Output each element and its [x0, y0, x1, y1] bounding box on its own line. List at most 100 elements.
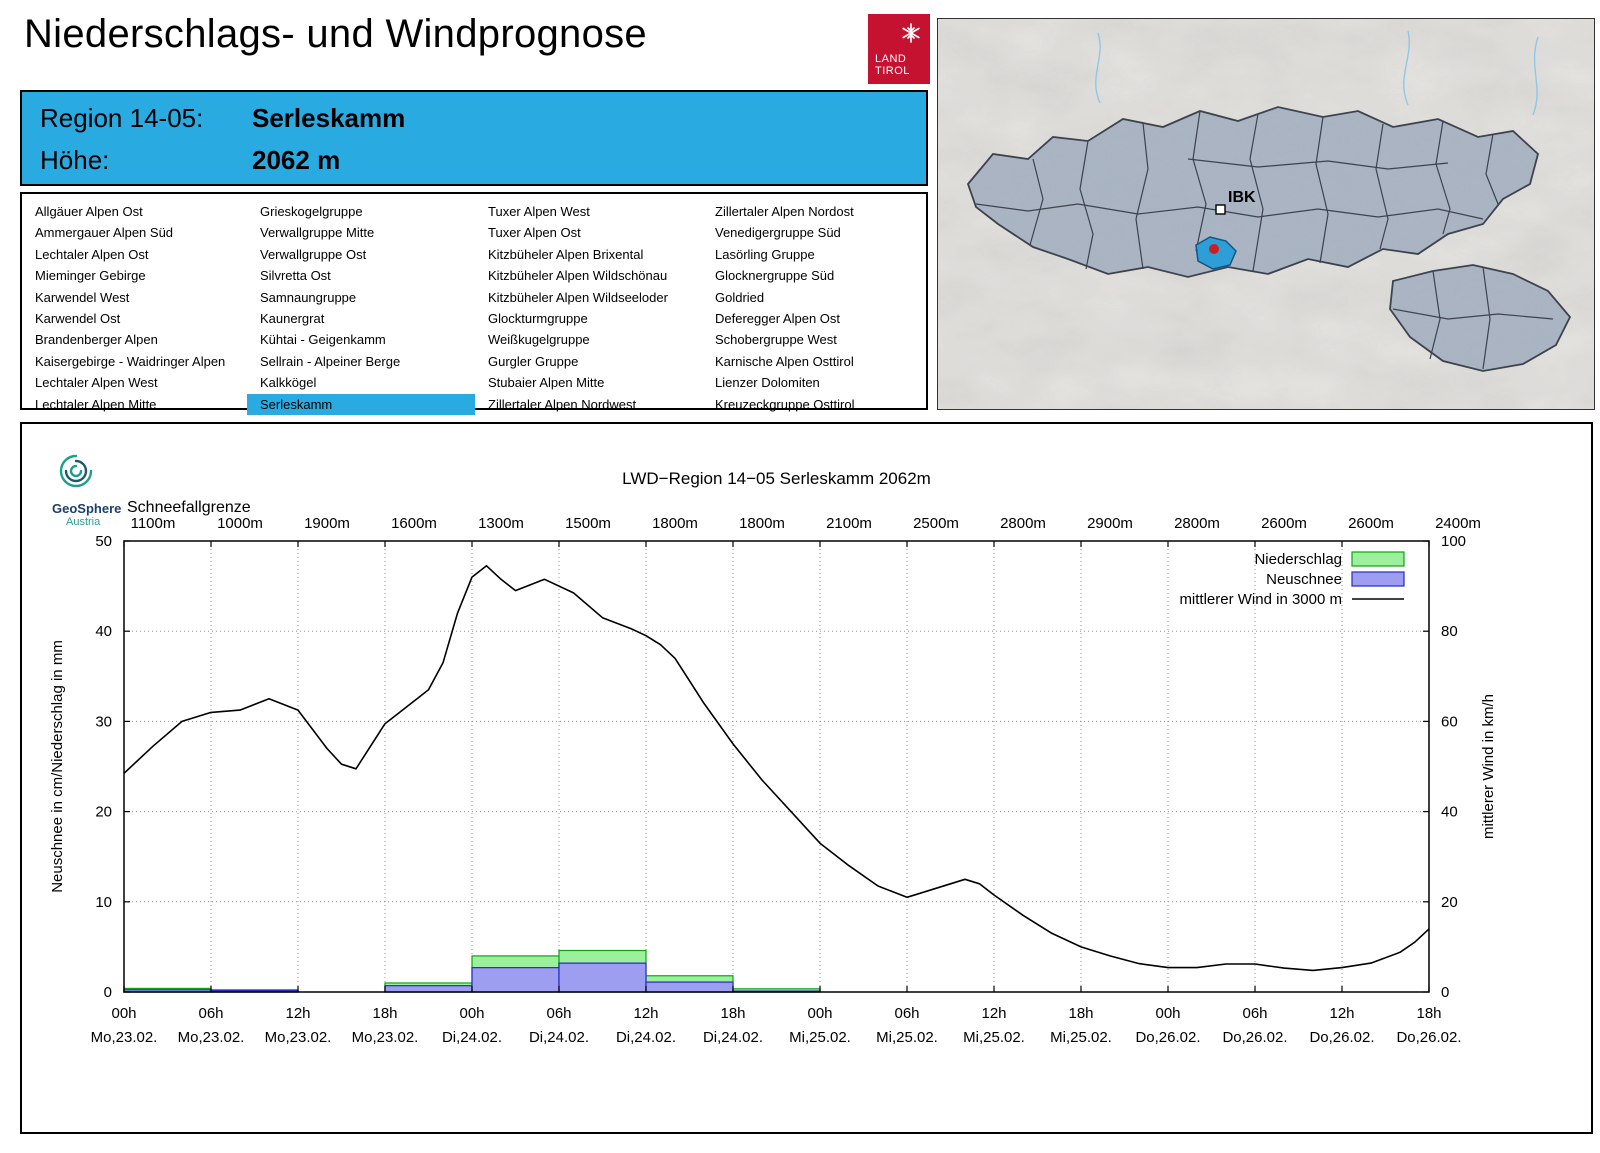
region-list-item[interactable]: Ammergauer Alpen Süd — [35, 225, 174, 241]
region-list-item[interactable]: Zillertaler Alpen Nordwest — [488, 396, 637, 412]
region-list-item[interactable]: Mieminger Gebirge — [35, 268, 146, 284]
region-list-item[interactable]: Goldried — [715, 289, 765, 305]
x-hour-label: 12h — [285, 1005, 310, 1022]
land-tirol-logo: LAND TIROL — [868, 14, 930, 84]
region-list-item[interactable]: Kitzbüheler Alpen Wildseeloder — [488, 289, 668, 305]
legend-swatch — [1351, 571, 1405, 587]
legend-swatch — [1351, 551, 1405, 567]
region-list-item[interactable]: Karnische Alpen Osttirol — [715, 353, 854, 369]
x-date-label: Do,26.02. — [1396, 1029, 1461, 1046]
chart-panel: LWD−Region 14−05 Serleskamm 2062m Schneef… — [20, 422, 1593, 1134]
x-date-label: Di,24.02. — [703, 1029, 763, 1046]
region-list-item[interactable]: Karwendel West — [35, 289, 130, 305]
region-list-item[interactable]: Sellrain - Alpeiner Berge — [260, 353, 401, 369]
x-hour-label: 06h — [198, 1005, 223, 1022]
region-list-item[interactable]: Kitzbüheler Alpen Wildschönau — [488, 268, 668, 284]
x-hour-label: 00h — [111, 1005, 136, 1022]
x-hour-label: 06h — [1242, 1005, 1267, 1022]
region-list-item[interactable]: Kitzbüheler Alpen Brixental — [488, 246, 644, 262]
x-date-label: Do,26.02. — [1222, 1029, 1287, 1046]
tirol-map[interactable]: IBK — [938, 19, 1594, 409]
region-list-column: Tuxer Alpen West Tuxer Alpen Ost Kitzbühel… — [475, 201, 702, 415]
snowline-value: 2100m — [826, 515, 872, 532]
x-date-label: Mi,25.02. — [876, 1029, 938, 1046]
geosphere-icon — [59, 454, 93, 488]
x-date-label: Do,26.02. — [1135, 1029, 1200, 1046]
right-axis-tick-label: 0 — [1441, 984, 1449, 1001]
region-list-item[interactable]: Kaunergrat — [260, 310, 325, 326]
right-axis-tick-label: 80 — [1441, 623, 1458, 640]
region-list-item[interactable]: Allgäuer Alpen Ost — [35, 204, 143, 219]
region-info-box: Region 14-05: Serleskamm Höhe: 2062 m — [20, 90, 928, 186]
x-date-label: Mo,23.02. — [91, 1029, 158, 1046]
region-list-item[interactable]: Verwallgruppe Ost — [260, 246, 367, 262]
snowline-value: 1100m — [131, 515, 176, 532]
region-list-item[interactable]: Kreuzeckgruppe Osttirol — [715, 396, 855, 412]
region-list-item[interactable]: Schobergruppe West — [715, 332, 837, 348]
x-date-label: Do,26.02. — [1309, 1029, 1374, 1046]
region-list-item[interactable]: Samnaungruppe — [260, 289, 357, 305]
region-list-item[interactable]: Serleskamm — [247, 393, 475, 415]
legend-label: Niederschlag — [1254, 551, 1342, 568]
snowline-value: 1500m — [565, 515, 611, 532]
wind-line — [123, 565, 1430, 972]
region-list-item[interactable]: Silvretta Ost — [260, 268, 331, 284]
x-hour-label: 00h — [807, 1005, 832, 1022]
geosphere-name: GeoSphere — [52, 501, 122, 516]
region-list-item[interactable]: Brandenberger Alpen — [35, 332, 158, 348]
region-list-item[interactable]: Lechtaler Alpen Mitte — [35, 396, 157, 412]
snowline-value: 2500m — [913, 515, 959, 532]
snowline-value: 1800m — [739, 515, 785, 532]
geosphere-logo: GeoSphere Austria — [52, 448, 162, 528]
x-date-label: Mi,25.02. — [1050, 1029, 1112, 1046]
snowline-value: 2400m — [1435, 515, 1481, 532]
snowline-value: 2600m — [1261, 515, 1307, 532]
region-list-item[interactable]: Lechtaler Alpen West — [35, 375, 158, 391]
ibk-marker — [1215, 204, 1226, 215]
snowline-value: 1000m — [217, 515, 263, 532]
page-title: Niederschlags- und Windprognose — [24, 12, 647, 56]
region-list-item[interactable]: Kalkkögel — [260, 375, 317, 391]
left-axis-title: Neuschnee in cm/Niederschlag in mm — [49, 640, 66, 893]
region-list-item[interactable]: Glockturmgruppe — [488, 310, 588, 326]
right-axis-tick-label: 100 — [1441, 533, 1466, 550]
region-list-item[interactable]: Verwallgruppe Mitte — [260, 225, 375, 241]
x-hour-label: 00h — [1155, 1005, 1180, 1022]
left-axis-tick-label: 0 — [104, 984, 112, 1001]
region-list-item[interactable]: Gurgler Gruppe — [488, 353, 579, 369]
region-list-item[interactable]: Glocknergruppe Süd — [715, 268, 835, 284]
region-list: Allgäuer Alpen Ost Ammergauer Alpen Süd Le… — [20, 192, 928, 415]
region-list-item[interactable]: Deferegger Alpen Ost — [715, 310, 841, 326]
tirol-map-panel: IBK — [937, 18, 1595, 410]
left-axis-tick-label: 50 — [95, 533, 112, 550]
x-date-label: Di,24.02. — [529, 1029, 589, 1046]
region-list-item[interactable]: Karwendel Ost — [35, 310, 121, 326]
region-list-item[interactable]: Lienzer Dolomiten — [715, 375, 820, 391]
snowline-value: 2900m — [1087, 515, 1133, 532]
region-list-item[interactable]: Lasörling Gruppe — [715, 246, 815, 262]
x-hour-label: 12h — [981, 1005, 1006, 1022]
region-row: Region 14-05: Serleskamm — [40, 103, 405, 134]
land-tirol-logo-text: LAND TIROL — [875, 53, 910, 77]
region-list-item[interactable]: Tuxer Alpen West — [488, 204, 590, 219]
region-list-item[interactable]: Lechtaler Alpen Ost — [35, 246, 149, 262]
left-axis-tick-label: 30 — [95, 713, 112, 730]
chart-legend: Niederschlag Neuschnee mittlerer Wind in 3… — [1179, 551, 1405, 608]
region-list-item[interactable]: Kaisergebirge - Waidringer Alpen — [35, 353, 226, 369]
snowline-value: 1900m — [304, 515, 350, 532]
region-list-item[interactable]: Zillertaler Alpen Nordost — [715, 204, 854, 219]
region-list-item[interactable]: Kühtai - Geigenkamm — [260, 332, 386, 348]
region-list-item[interactable]: Tuxer Alpen Ost — [488, 225, 581, 241]
x-date-label: Mo,23.02. — [352, 1029, 419, 1046]
x-date-label: Mo,23.02. — [178, 1029, 245, 1046]
left-axis-tick-label: 40 — [95, 623, 112, 640]
right-axis-tick-label: 20 — [1441, 894, 1458, 911]
geosphere-country: Austria — [66, 516, 101, 528]
region-list-column: Allgäuer Alpen Ost Ammergauer Alpen Süd Le… — [22, 201, 247, 415]
snowline-value: 2800m — [1174, 515, 1220, 532]
region-list-item[interactable]: Stubaier Alpen Mitte — [488, 375, 605, 391]
region-list-item[interactable]: Weißkugelgruppe — [488, 332, 590, 348]
region-list-item[interactable]: Venedigergruppe Süd — [715, 225, 841, 241]
region-list-column: Zillertaler Alpen Nordost Venedigergruppe… — [702, 201, 926, 415]
region-list-item[interactable]: Grieskogelgruppe — [260, 204, 363, 219]
